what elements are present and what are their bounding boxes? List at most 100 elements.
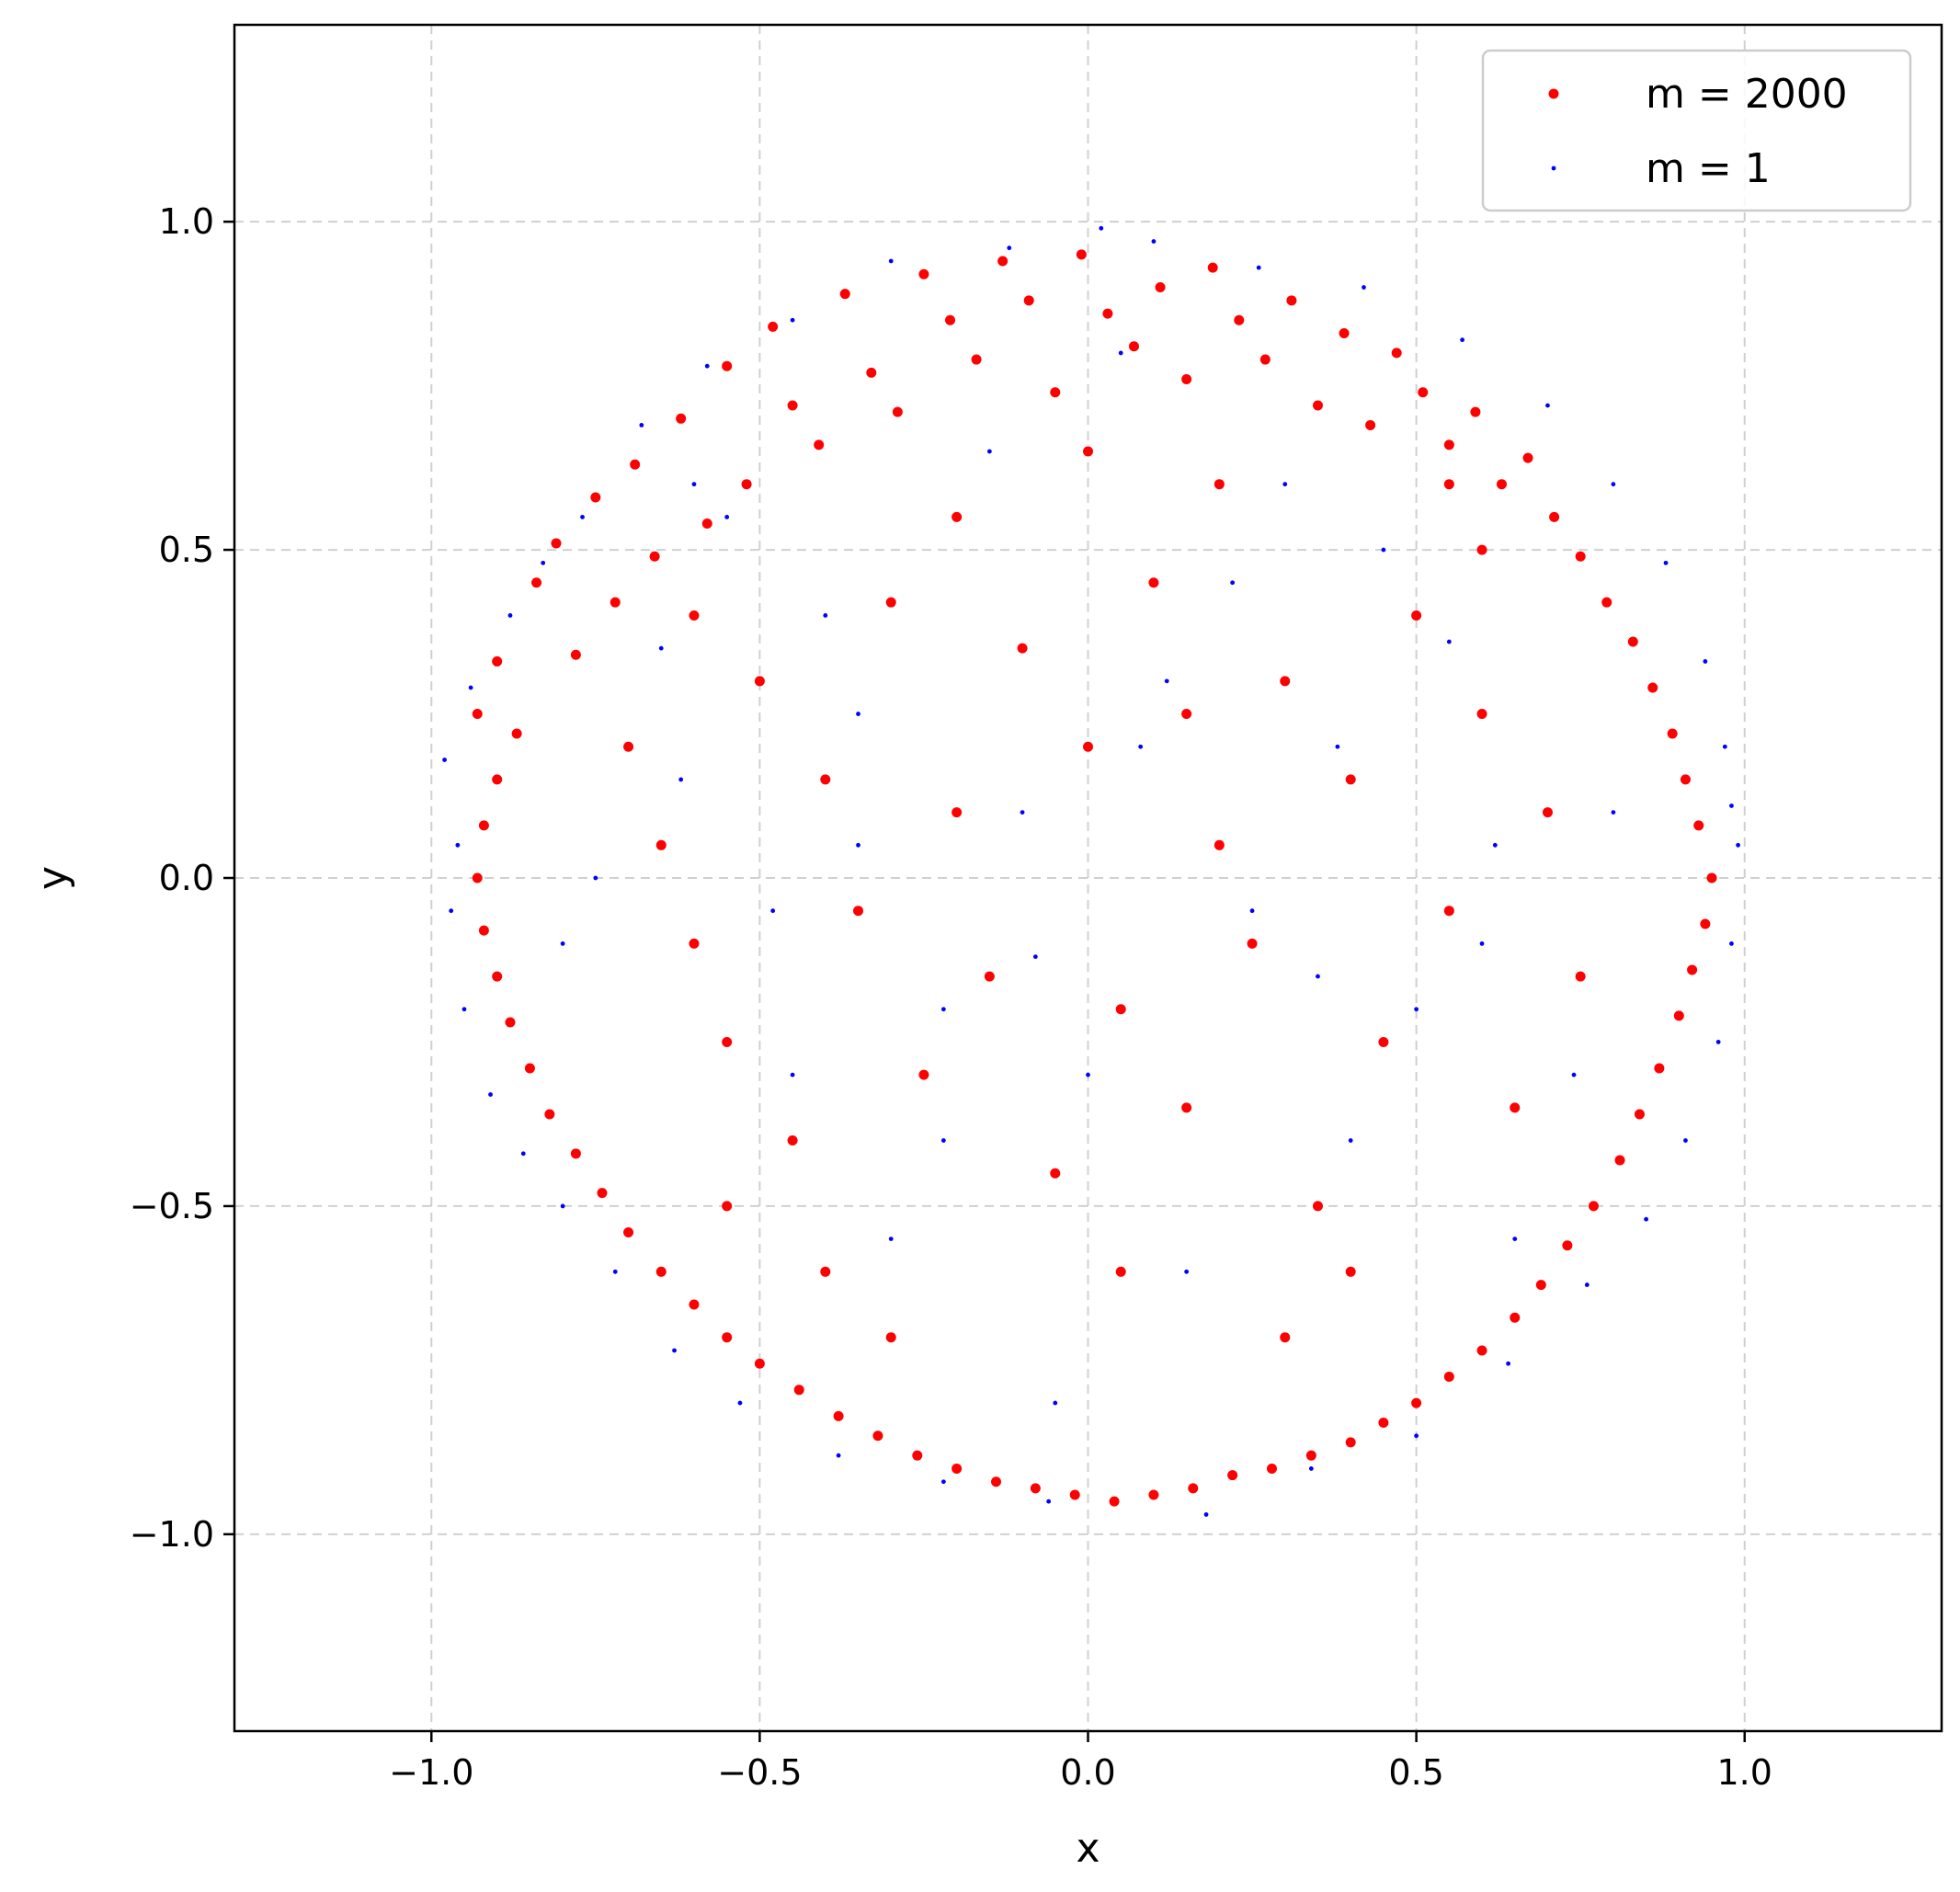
point-m1-9 xyxy=(560,1203,565,1209)
point-m1-76 xyxy=(1118,350,1123,356)
point-m2000-39 xyxy=(1418,387,1429,398)
y-tick-label-3: 0.5 xyxy=(159,530,214,570)
point-m2000-90 xyxy=(524,1063,535,1074)
point-m1-36 xyxy=(1683,1138,1688,1143)
point-m2000-75 xyxy=(1030,1483,1041,1494)
point-m2000-45 xyxy=(1575,551,1586,562)
point-m2000-138 xyxy=(722,1201,733,1212)
x-tick-label-4: 1.0 xyxy=(1717,1752,1772,1793)
point-m1-79 xyxy=(691,482,697,487)
point-m2000-32 xyxy=(1234,314,1245,325)
point-m2000-14 xyxy=(768,321,779,332)
point-m2000-104 xyxy=(853,906,864,917)
point-m1-10 xyxy=(580,514,585,519)
point-m1-52 xyxy=(1335,744,1340,749)
point-m1-62 xyxy=(1348,1138,1353,1143)
point-m2000-38 xyxy=(1391,348,1402,359)
point-m2000-5 xyxy=(570,649,581,660)
point-m2000-106 xyxy=(918,1069,929,1080)
y-tick-label-1: −0.5 xyxy=(130,1186,214,1226)
point-m2000-17 xyxy=(839,289,850,300)
point-m2000-99 xyxy=(689,938,700,949)
point-m1-33 xyxy=(1611,482,1616,487)
point-m1-44 xyxy=(678,777,684,782)
point-m2000-117 xyxy=(1280,676,1291,687)
point-m1-67 xyxy=(940,1138,946,1143)
point-m1-23 xyxy=(1151,239,1157,244)
point-m1-7 xyxy=(520,1151,526,1157)
point-m2000-6 xyxy=(590,492,601,503)
point-m1-13 xyxy=(672,1348,677,1353)
point-m1-69 xyxy=(658,645,664,651)
point-m1-53 xyxy=(1414,1007,1419,1012)
point-m1-65 xyxy=(1032,954,1038,960)
point-m2000-42 xyxy=(1496,479,1507,490)
x-tick-label-2: 0.0 xyxy=(1060,1752,1115,1793)
point-m1-35 xyxy=(1663,560,1669,565)
point-m2000-47 xyxy=(1627,636,1638,647)
point-m2000-79 xyxy=(872,1430,883,1442)
point-m2000-134 xyxy=(1083,446,1093,457)
point-m2000-56 xyxy=(1654,1063,1665,1074)
point-m2000-9 xyxy=(649,551,660,562)
point-m2000-58 xyxy=(1614,1155,1625,1166)
point-m1-75 xyxy=(560,940,565,946)
point-m2000-118 xyxy=(1312,1201,1323,1212)
point-m2000-69 xyxy=(1266,1463,1277,1474)
point-m2000-93 xyxy=(478,925,489,936)
point-m2000-20 xyxy=(918,268,929,279)
point-m1-61 xyxy=(1184,1269,1190,1274)
point-m2000-81 xyxy=(793,1385,804,1396)
point-m2000-128 xyxy=(952,511,963,522)
point-m2000-12 xyxy=(722,360,733,371)
point-m1-51 xyxy=(1249,908,1255,914)
point-m2000-31 xyxy=(1207,262,1218,273)
point-m1-34 xyxy=(1644,1216,1648,1222)
point-m2000-131 xyxy=(1345,1266,1356,1277)
point-m2000-133 xyxy=(689,610,700,621)
point-m2000-25 xyxy=(1050,387,1061,398)
point-m2000-101 xyxy=(754,676,765,687)
point-m1-71 xyxy=(790,1072,795,1077)
point-m2000-41 xyxy=(1470,406,1481,417)
point-m2000-22 xyxy=(971,354,982,365)
point-m2000-57 xyxy=(1634,1109,1645,1120)
point-m2000-4 xyxy=(551,538,562,549)
point-m2000-113 xyxy=(1148,577,1159,588)
point-m1-46 xyxy=(856,712,860,716)
point-m2000-62 xyxy=(1510,1312,1521,1323)
point-m1-56 xyxy=(724,514,730,519)
point-m2000-40 xyxy=(1443,439,1454,450)
point-m2000-120 xyxy=(1378,1036,1389,1047)
point-m1-63 xyxy=(823,613,828,618)
point-m2000-65 xyxy=(1411,1397,1422,1408)
point-m1-25 xyxy=(1256,265,1261,270)
point-m1-31 xyxy=(1545,403,1550,408)
point-m1-4 xyxy=(468,685,473,690)
point-m2000-7 xyxy=(610,597,621,608)
point-m1-60 xyxy=(986,449,992,454)
point-m2000-34 xyxy=(1286,295,1297,306)
axis-ticks: −1.0 −0.5 0.0 0.5 1.0 −1.0 −0.5 0.0 0.5 1.0 xyxy=(130,201,1772,1793)
point-m1-0 xyxy=(442,758,447,762)
point-m2000-18 xyxy=(866,367,877,378)
point-m1-43 xyxy=(593,875,598,881)
point-m2000-82 xyxy=(754,1358,765,1369)
point-m2000-71 xyxy=(1188,1483,1199,1494)
point-m1-16 xyxy=(790,317,795,323)
point-m1-26 xyxy=(1308,1466,1314,1471)
point-m2000-50 xyxy=(1680,774,1691,785)
point-m1-1 xyxy=(449,908,454,914)
point-m2000-67 xyxy=(1345,1437,1356,1448)
point-m2000-112 xyxy=(1115,1004,1126,1015)
point-m1-50 xyxy=(1164,678,1169,684)
point-m2000-84 xyxy=(689,1299,700,1310)
point-m2000-63 xyxy=(1476,1345,1487,1356)
point-m2000-126 xyxy=(1575,971,1586,982)
point-m2000-60 xyxy=(1562,1240,1573,1251)
point-m2000-132 xyxy=(1476,544,1487,555)
point-m2000-23 xyxy=(997,256,1008,267)
legend-label-m1: m = 1 xyxy=(1646,145,1771,192)
point-m2000-33 xyxy=(1259,354,1271,365)
